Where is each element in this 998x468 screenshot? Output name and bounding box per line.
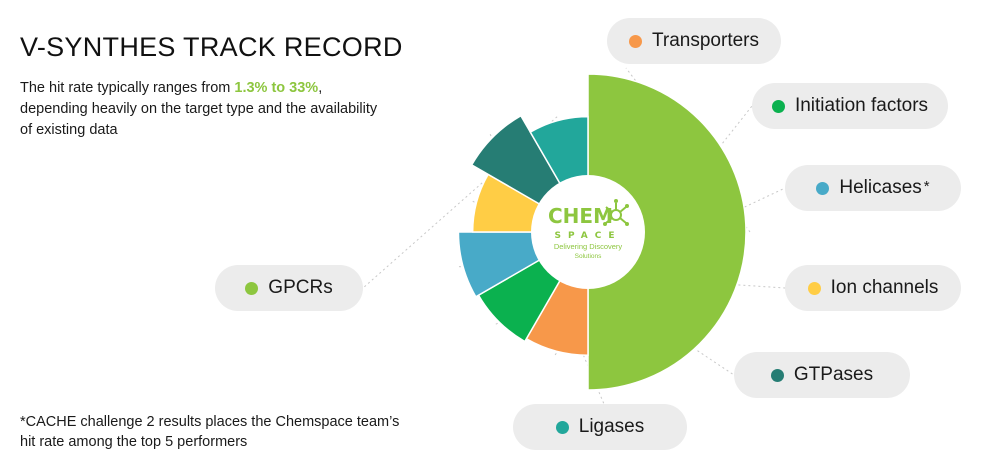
logo-word-chem: CHEM [548, 204, 613, 228]
description: The hit rate typically ranges from 1.3% … [20, 78, 380, 141]
legend-dot-gpcrs [245, 281, 259, 295]
legend-pill-gpcrs: GPCRs [215, 265, 363, 311]
legend-label-ion-channels: Ion channels [830, 277, 939, 298]
legend-pill-transporters: Transporters [607, 18, 781, 64]
legend-label-transporters: Transporters [652, 30, 759, 51]
logo-tagline-1: Delivering Discovery [554, 242, 623, 251]
legend-dot-initiation-factors [771, 99, 785, 113]
legend-dot-helicases [816, 181, 830, 195]
legend-pill-gtpases: GTPases [734, 352, 910, 398]
legend-pill-initiation-factors: Initiation factors [752, 83, 948, 129]
legend-dot-gtpases [770, 368, 784, 382]
logo-tagline-2: Solutions [575, 253, 602, 260]
legend-label-helicases: Helicases [839, 177, 922, 198]
chemspace-logo: CHEM SPACE Delivering Discovery Solution… [531, 175, 645, 289]
hit-rate-highlight: 1.3% to 33% [234, 80, 319, 96]
page-title: V-SYNTHES TRACK RECORD [20, 32, 403, 62]
legend-label-initiation-factors: Initiation factors [794, 95, 929, 116]
legend-pill-ligases: Ligases [513, 404, 687, 450]
molecule-icon [603, 199, 629, 226]
description-text-start: The hit rate typically ranges from [20, 80, 235, 96]
legend-label-ligases: Ligases [578, 416, 645, 437]
description-text-end: , depending heavily on the target type a… [20, 80, 378, 138]
helicases-footnote-mark: * [923, 177, 930, 195]
legend-label-gtpases: GTPases [793, 364, 874, 385]
legend-dot-transporters [629, 34, 642, 48]
legend-dot-ion-channels [807, 281, 821, 295]
legend-pill-ion-channels: Ion channels [785, 265, 961, 311]
legend-pill-helicases: Helicases * [785, 165, 961, 211]
logo-word-space: SPACE [555, 231, 622, 241]
leader-line-ligases [362, 116, 558, 289]
footnote: *CACHE challenge 2 results places the Ch… [20, 414, 400, 450]
slice-gpcrs [587, 73, 747, 391]
legend-dot-ligases [555, 420, 569, 434]
legend-label-gpcrs: GPCRs [268, 277, 333, 298]
